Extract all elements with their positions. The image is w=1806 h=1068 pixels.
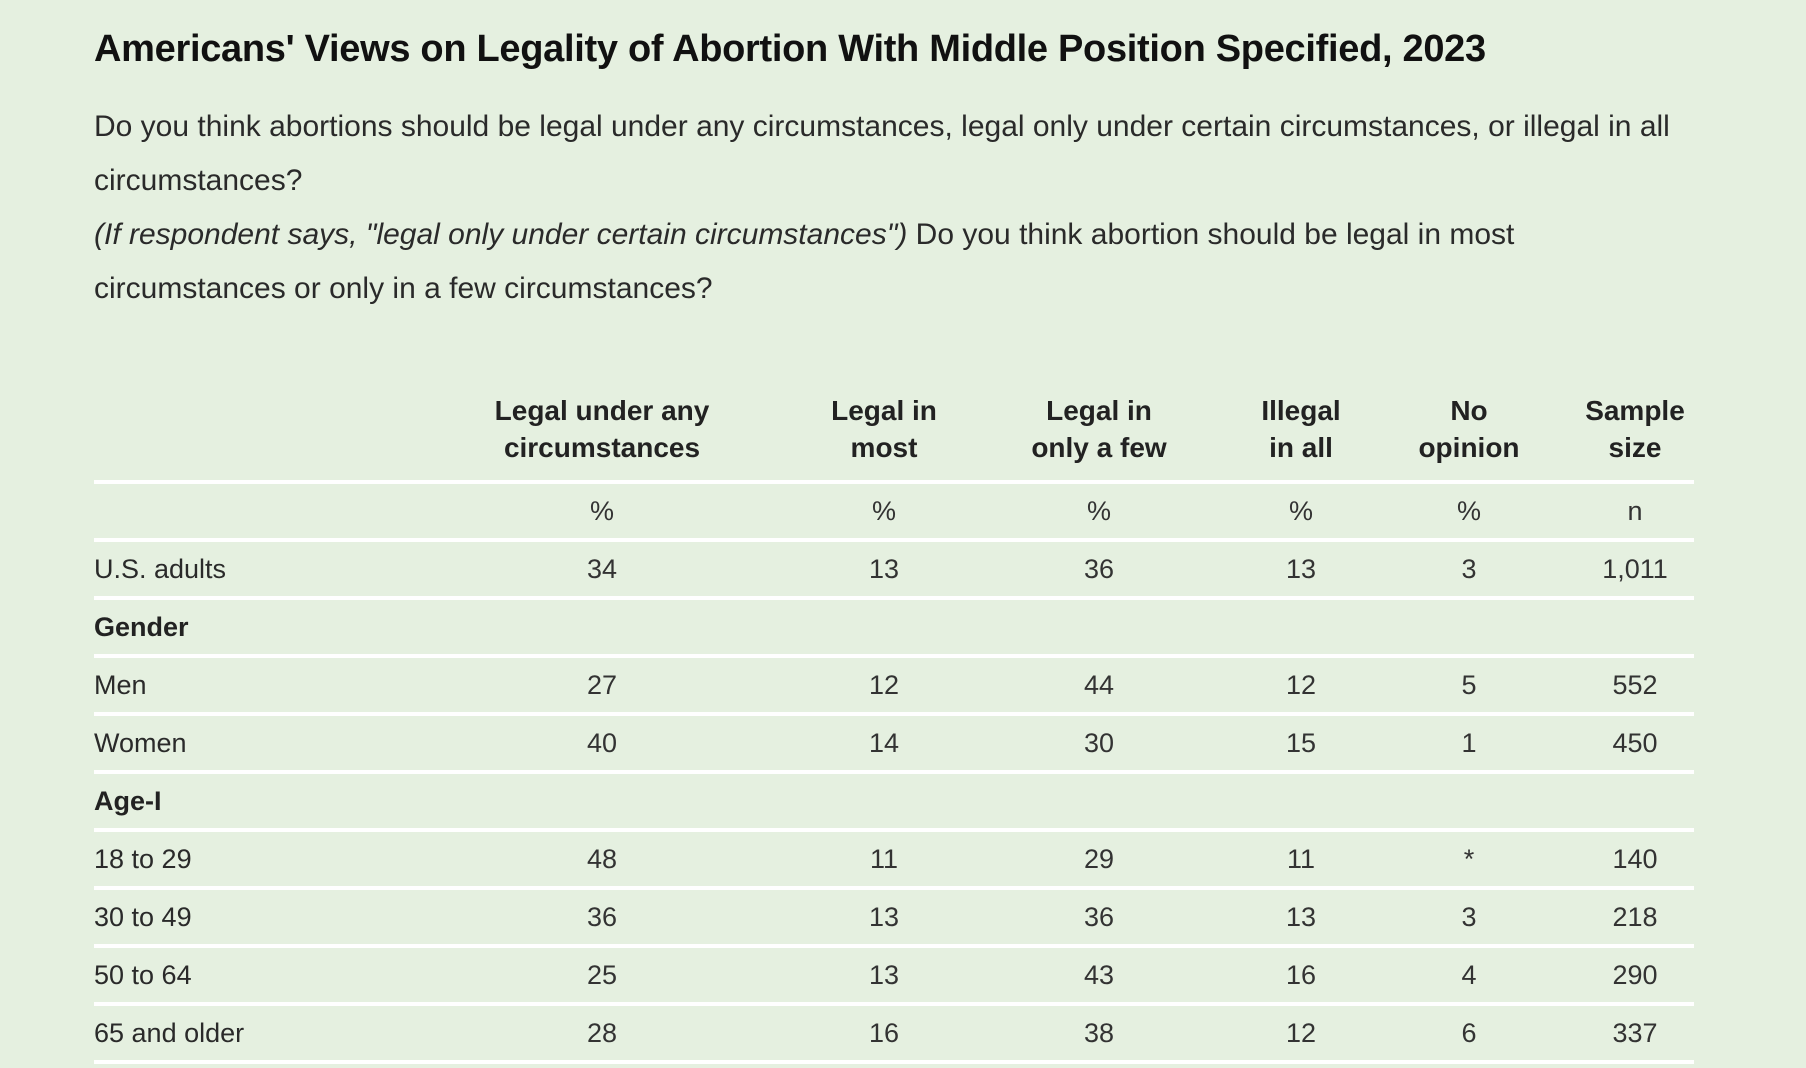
table-cell: 12 [810,656,958,716]
table-cell: 337 [1576,1004,1694,1064]
table-cell: 11 [1240,830,1362,890]
table-cell: 38 [958,1004,1240,1064]
table-cell: 27 [394,656,810,716]
row-label: U.S. adults [94,540,394,600]
table-cell: 36 [394,888,810,948]
table-cell: 25 [394,946,810,1006]
table-cell: 6 [1362,1004,1576,1064]
question-text: Do you think abortions should be legal u… [94,110,1670,197]
table-cell: 552 [1576,656,1694,716]
table-header: Legal under any circumstances Legal in mos… [94,378,1694,484]
units-row: % % % % % n [94,482,1694,542]
table-cell: 12 [1240,656,1362,716]
table-row: Men 27 12 44 12 5 552 [94,656,1694,716]
survey-question: Do you think abortions should be legal u… [94,100,1694,316]
table-cell: 290 [1576,946,1694,1006]
table-cell: 13 [1240,888,1362,948]
table-row: Women 40 14 30 15 1 450 [94,714,1694,774]
unit-cell: % [1362,482,1576,542]
table-cell: 43 [958,946,1240,1006]
table-body: % % % % % n U.S. adults 34 13 36 13 3 1,… [94,482,1694,1064]
table-cell: 13 [810,888,958,948]
group-header-row: Age-I [94,772,1694,832]
header-row-label [94,378,394,484]
row-label: Men [94,656,394,716]
column-header-legal-any: Legal under any circumstances [394,378,810,484]
table-cell: 11 [810,830,958,890]
table-cell: 36 [958,888,1240,948]
table-cell: 28 [394,1004,810,1064]
table-cell: 13 [810,946,958,1006]
table-cell: 4 [1362,946,1576,1006]
table-cell: 16 [1240,946,1362,1006]
table-row: 30 to 49 36 13 36 13 3 218 [94,888,1694,948]
column-header-sample-size: Sample size [1576,378,1694,484]
table-cell: 29 [958,830,1240,890]
table-cell: 16 [810,1004,958,1064]
table-cell: 36 [958,540,1240,600]
table-row: 65 and older 28 16 38 12 6 337 [94,1004,1694,1064]
row-label: 65 and older [94,1004,394,1064]
unit-cell: % [810,482,958,542]
unit-cell: % [1240,482,1362,542]
group-label: Gender [94,598,394,658]
table-cell: 218 [1576,888,1694,948]
results-table: Legal under any circumstances Legal in mos… [94,378,1694,1064]
table-row: 50 to 64 25 13 43 16 4 290 [94,946,1694,1006]
table-cell: 140 [1576,830,1694,890]
row-label: 30 to 49 [94,888,394,948]
table-cell: 15 [1240,714,1362,774]
table-cell: 450 [1576,714,1694,774]
table-cell: 1,011 [1576,540,1694,600]
table-row: U.S. adults 34 13 36 13 3 1,011 [94,540,1694,600]
unit-cell: n [1576,482,1694,542]
column-header-no-opinion: No opinion [1362,378,1576,484]
group-label: Age-I [94,772,394,832]
page-title: Americans' Views on Legality of Abortion… [94,28,1486,70]
table-cell: 48 [394,830,810,890]
table-cell: 44 [958,656,1240,716]
unit-cell: % [958,482,1240,542]
row-label: 18 to 29 [94,830,394,890]
column-header-legal-most: Legal in most [810,378,958,484]
table-cell: * [1362,830,1576,890]
column-header-illegal-all: Illegal in all [1240,378,1362,484]
followup-condition: (If respondent says, "legal only under c… [94,218,908,251]
table-cell: 13 [810,540,958,600]
followup-question: (If respondent says, "legal only under c… [94,208,1694,316]
table-cell: 12 [1240,1004,1362,1064]
header-row: Legal under any circumstances Legal in mos… [94,378,1694,484]
units-row-label [94,482,394,542]
table-cell: 3 [1362,540,1576,600]
table-cell: 14 [810,714,958,774]
table-cell: 13 [1240,540,1362,600]
table-cell: 3 [1362,888,1576,948]
followup-question-text: Do you think abortion should be legal in… [94,218,1515,305]
row-label: Women [94,714,394,774]
column-header-legal-few: Legal in only a few [958,378,1240,484]
unit-cell: % [394,482,810,542]
table-cell: 40 [394,714,810,774]
table-row: 18 to 29 48 11 29 11 * 140 [94,830,1694,890]
table-cell: 5 [1362,656,1576,716]
table-cell: 30 [958,714,1240,774]
table-cell: 1 [1362,714,1576,774]
table-cell: 34 [394,540,810,600]
group-header-row: Gender [94,598,1694,658]
row-label: 50 to 64 [94,946,394,1006]
